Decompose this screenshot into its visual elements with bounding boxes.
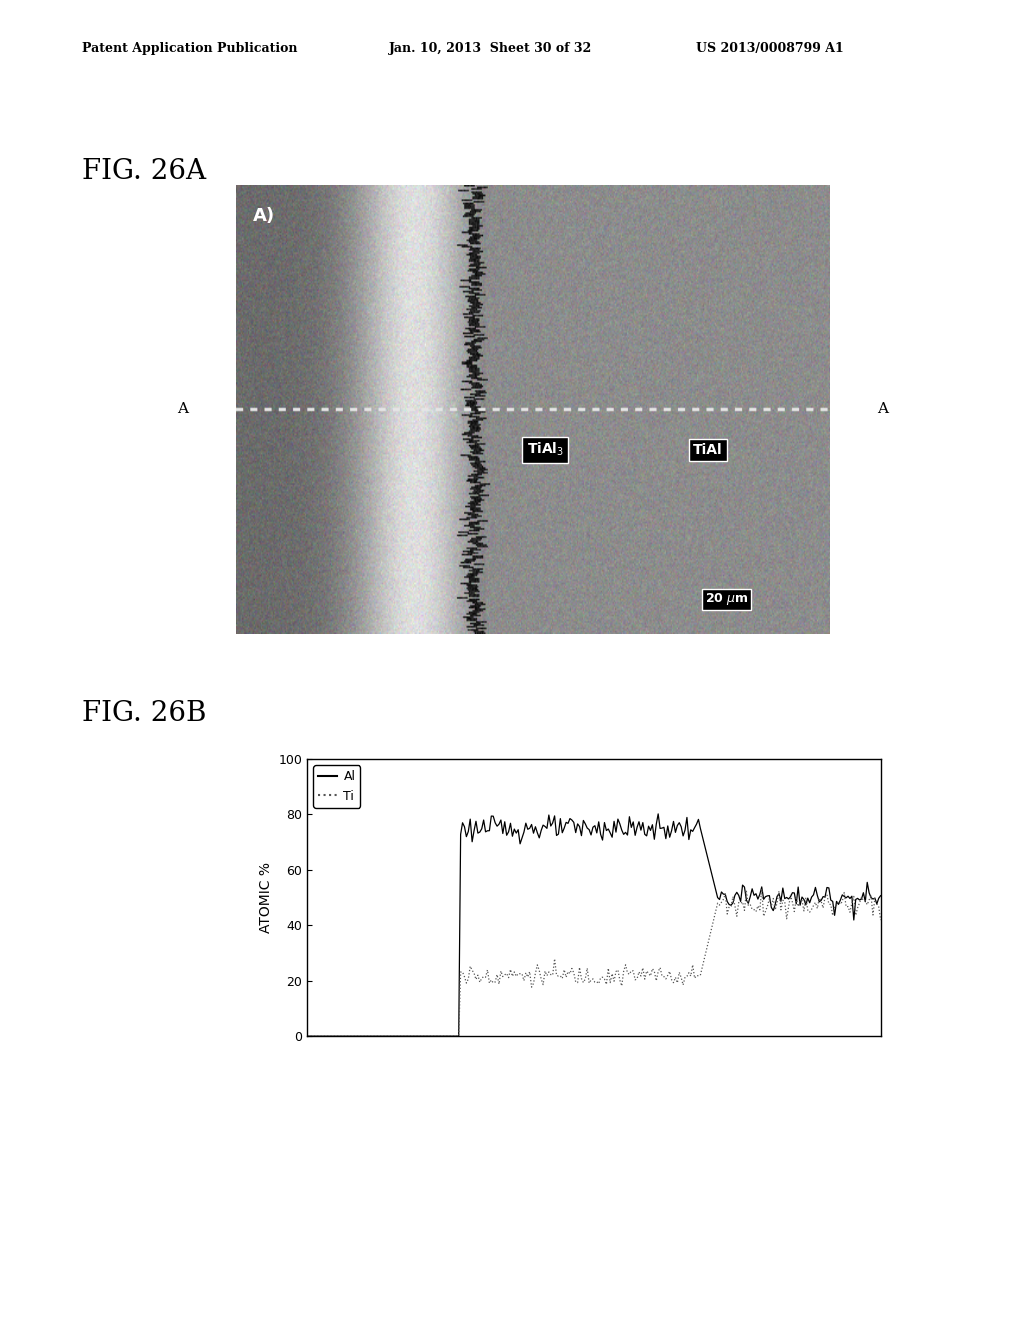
- Al: [654, 821, 667, 837]
- Al: [301, 1028, 313, 1044]
- Al: [786, 884, 799, 900]
- Text: FIG. 26A: FIG. 26A: [82, 158, 206, 185]
- Ti: [874, 912, 887, 928]
- Text: 20 $\mu$m: 20 $\mu$m: [705, 591, 749, 607]
- Ti: [642, 965, 654, 981]
- Text: A: A: [177, 403, 188, 416]
- Al: [822, 880, 835, 896]
- Line: Al: Al: [307, 814, 881, 1036]
- Text: US 2013/0008799 A1: US 2013/0008799 A1: [696, 42, 844, 55]
- Legend: Al, Ti: Al, Ti: [313, 766, 360, 808]
- Ti: [641, 964, 653, 979]
- Al: [303, 1028, 315, 1044]
- Ti: [786, 894, 799, 909]
- Text: FIG. 26B: FIG. 26B: [82, 700, 207, 726]
- Al: [874, 888, 887, 904]
- Text: Patent Application Publication: Patent Application Publication: [82, 42, 297, 55]
- Al: [641, 828, 653, 843]
- Text: Jan. 10, 2013  Sheet 30 of 32: Jan. 10, 2013 Sheet 30 of 32: [389, 42, 592, 55]
- Text: TiAl$_3$: TiAl$_3$: [526, 441, 564, 458]
- Ti: [301, 1028, 313, 1044]
- Y-axis label: ATOMIC %: ATOMIC %: [259, 862, 273, 933]
- Line: Ti: Ti: [307, 888, 881, 1036]
- Ti: [652, 964, 665, 979]
- Ti: [303, 1028, 315, 1044]
- Text: A): A): [253, 207, 275, 224]
- Al: [642, 818, 654, 834]
- Ti: [756, 880, 768, 896]
- Text: TiAl: TiAl: [693, 444, 723, 457]
- Al: [652, 807, 665, 822]
- Ti: [822, 896, 835, 912]
- Text: A: A: [877, 403, 888, 416]
